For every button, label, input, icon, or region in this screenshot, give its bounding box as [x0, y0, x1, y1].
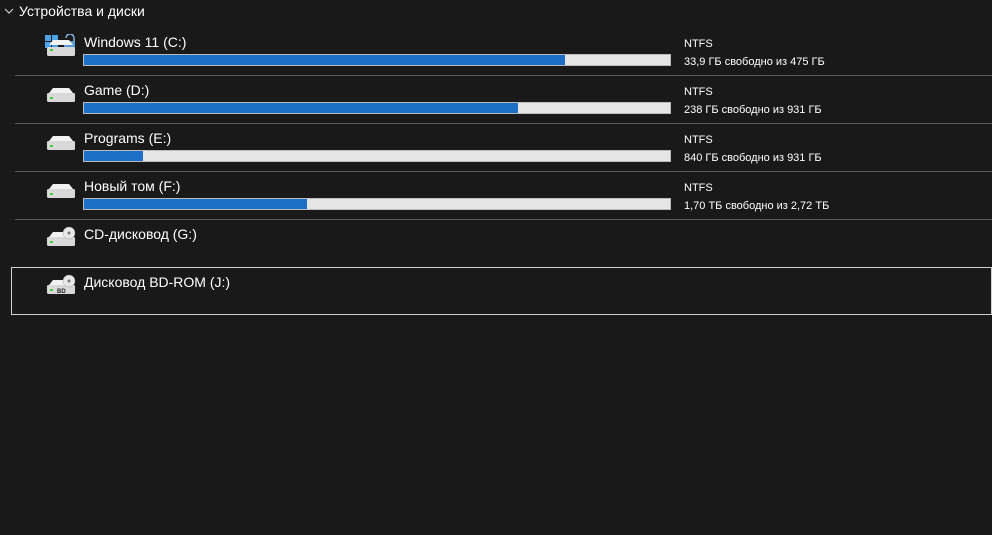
row-separator	[15, 75, 992, 76]
drive-icon	[47, 88, 75, 102]
win-logo	[45, 35, 51, 41]
drive-icon	[47, 184, 75, 198]
drive-icon	[47, 226, 76, 246]
free-space: 33,9 ГБ свободно из 475 ГБ	[684, 56, 825, 68]
drive-name: Новый том (F:)	[84, 178, 181, 194]
drive-body	[47, 189, 75, 198]
file-system: NTFS	[684, 182, 713, 194]
usage-fill	[84, 55, 565, 65]
row-separator	[15, 171, 992, 172]
usage-bar	[83, 102, 671, 114]
chevron-path	[4, 8, 14, 14]
drive-top	[49, 40, 73, 45]
row-separator	[15, 123, 992, 124]
drive-name: Game (D:)	[84, 82, 150, 98]
disc-hole	[67, 279, 71, 283]
drive-led	[50, 241, 53, 243]
drive-led	[50, 193, 53, 195]
drive-top	[49, 88, 73, 93]
usage-bar	[83, 54, 671, 66]
row-separator	[15, 219, 992, 220]
win-logo	[52, 35, 58, 41]
drive-icon	[47, 136, 75, 150]
file-system: NTFS	[684, 38, 713, 50]
drive-name: Дисковод BD-ROM (J:)	[84, 274, 231, 290]
drive-body	[47, 93, 75, 102]
usage-bar	[83, 150, 671, 162]
drive-led	[50, 289, 53, 291]
drive-row[interactable]	[15, 75, 992, 123]
icon-label: BD	[57, 289, 66, 295]
drive-name: CD-дисковод (G:)	[84, 226, 197, 242]
selection-frame	[11, 267, 992, 315]
drive-led	[50, 49, 53, 51]
drive-led	[50, 97, 53, 99]
drive-name: Windows 11 (C:)	[84, 34, 187, 50]
free-space: 238 ГБ свободно из 931 ГБ	[684, 104, 822, 116]
disc-hole	[67, 231, 71, 235]
win-logo	[45, 42, 51, 48]
drive-led	[50, 145, 53, 147]
group-title[interactable]: Устройства и диски	[19, 3, 145, 19]
usage-fill	[84, 103, 518, 113]
collapse-chevron[interactable]	[3, 5, 15, 17]
usage-fill	[84, 199, 307, 209]
drive-name: Programs (E:)	[84, 130, 172, 146]
drive-icon: BD	[47, 274, 76, 295]
usage-fill	[84, 151, 143, 161]
usage-bar	[83, 198, 671, 210]
drive-top	[49, 184, 73, 189]
drive-top	[49, 136, 73, 141]
drive-body	[47, 141, 75, 150]
free-space: 1,70 ТБ свободно из 2,72 ТБ	[684, 200, 830, 212]
drive-icon	[45, 34, 75, 56]
free-space: 840 ГБ свободно из 931 ГБ	[684, 152, 822, 164]
file-system: NTFS	[684, 86, 713, 98]
drive-body	[47, 237, 75, 246]
drive-body	[47, 47, 75, 56]
drive-body	[47, 285, 75, 294]
file-system: NTFS	[684, 134, 713, 146]
lock	[65, 34, 75, 41]
